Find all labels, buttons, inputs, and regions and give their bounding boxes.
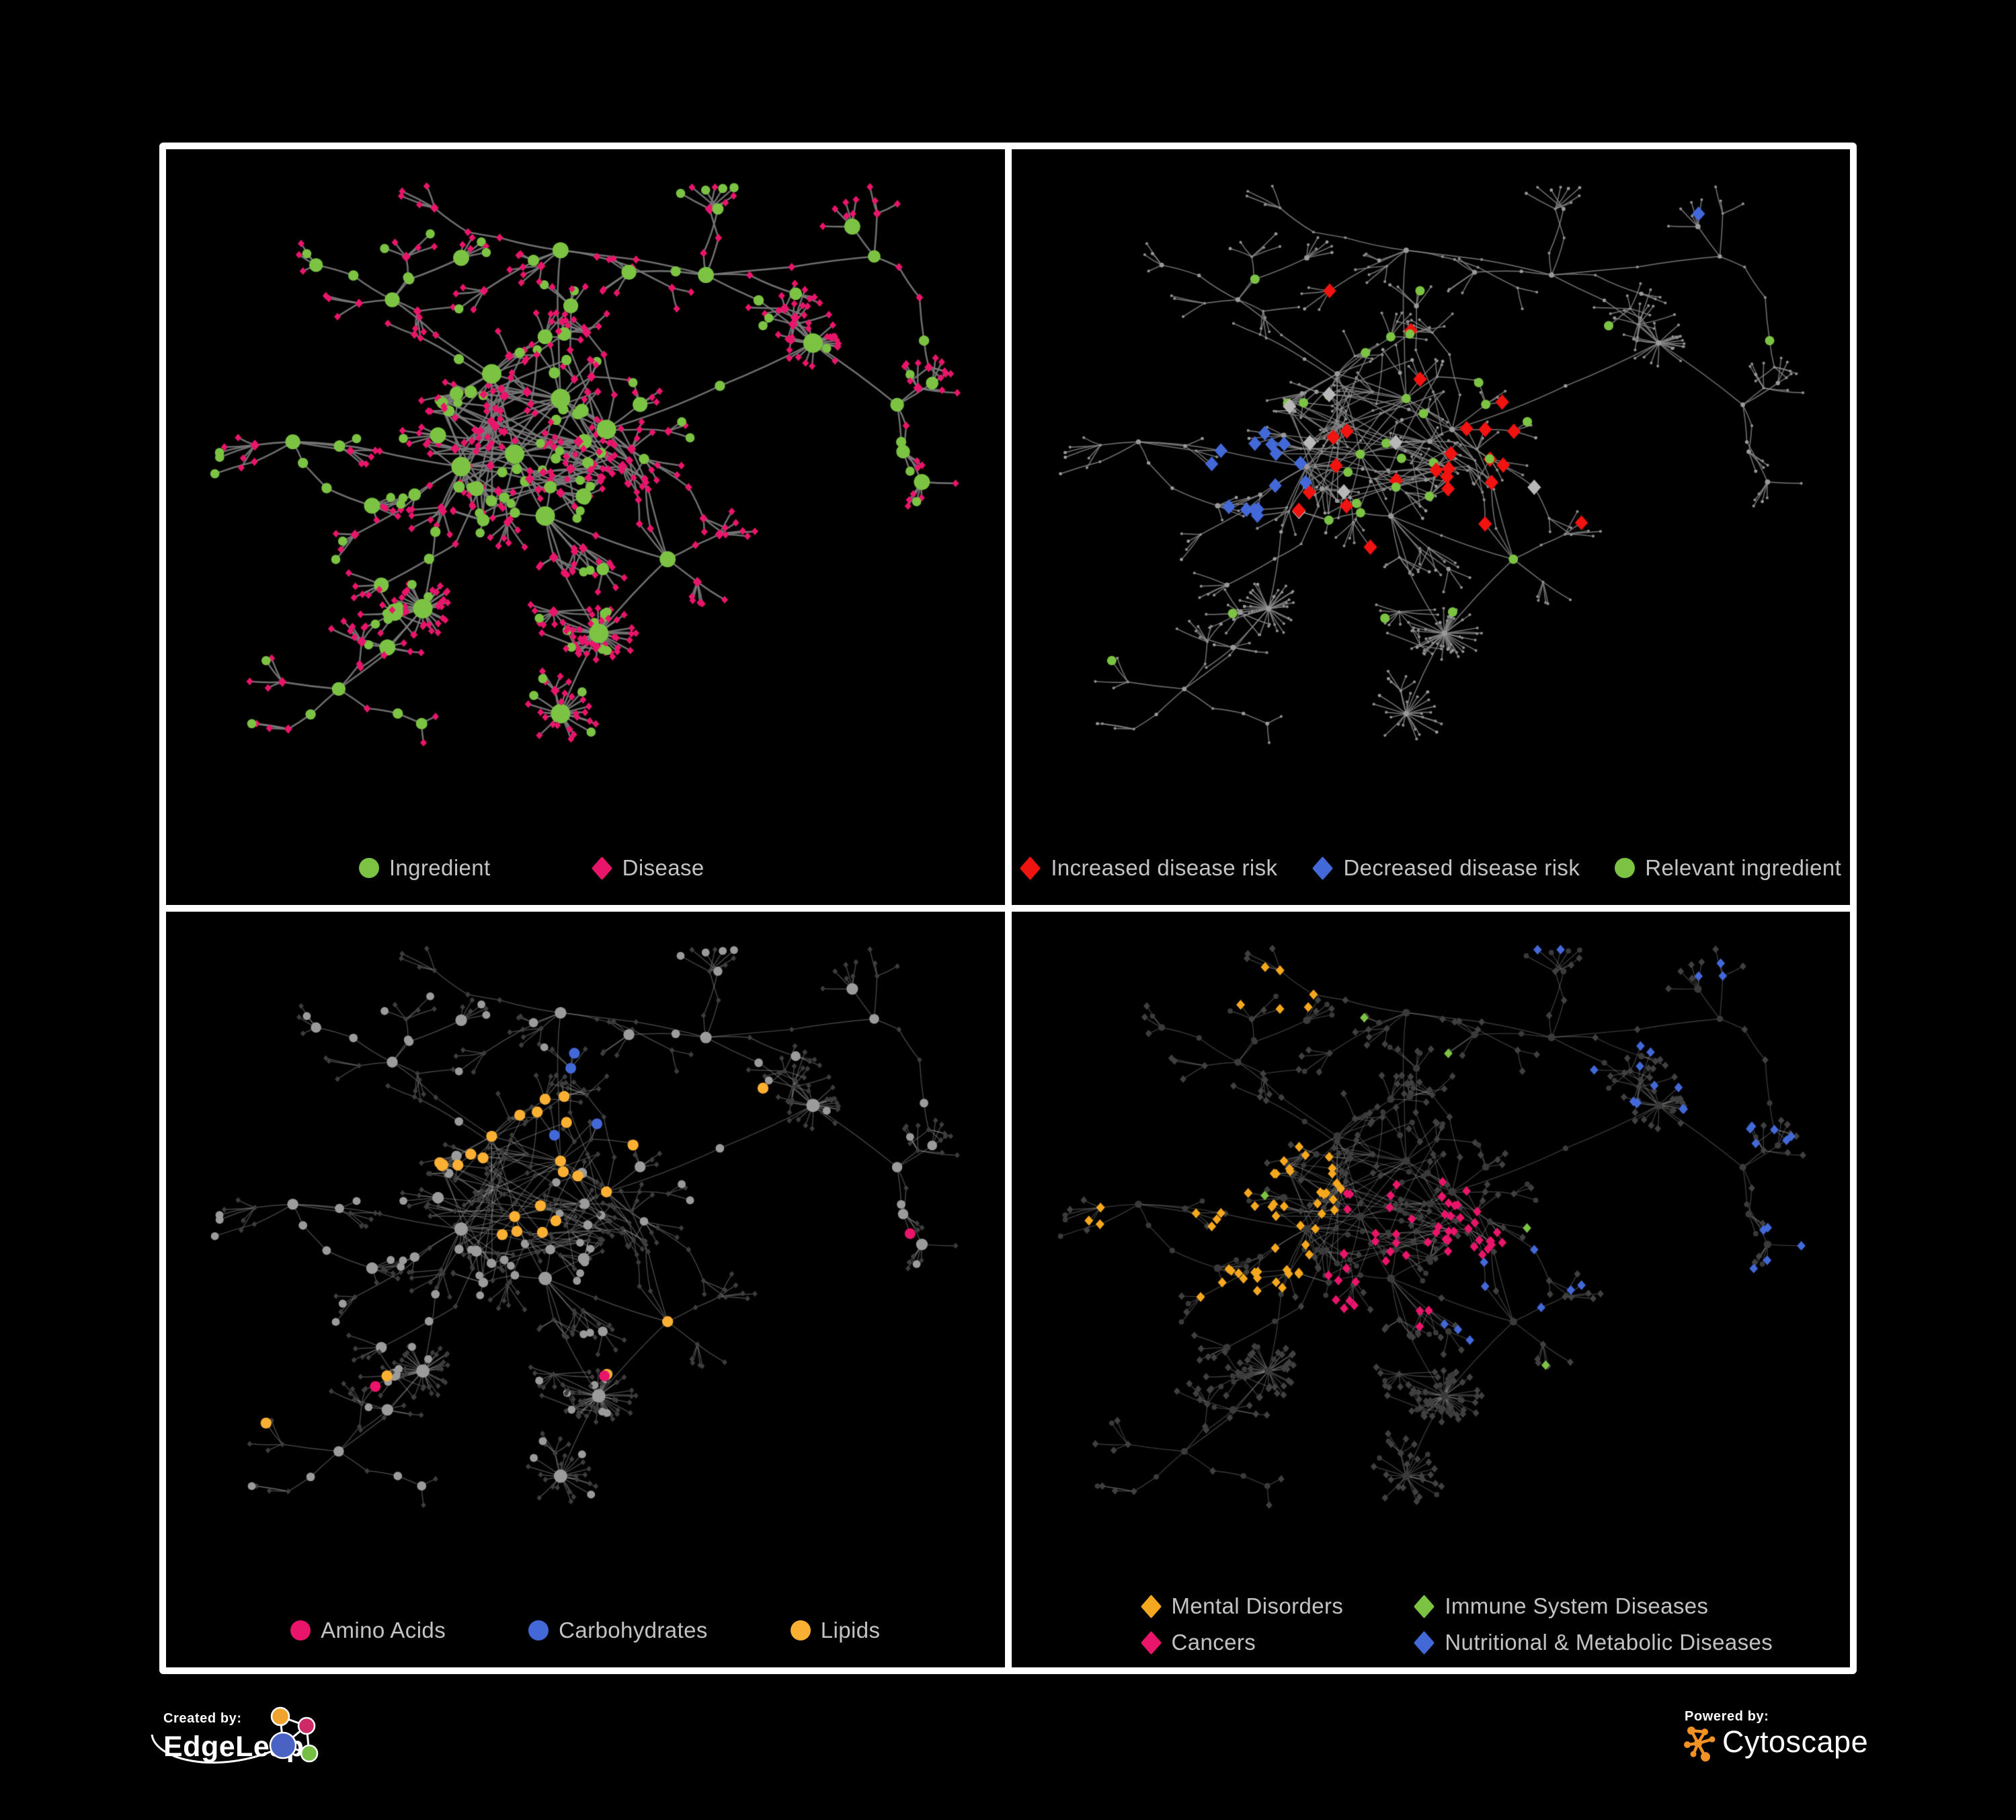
legend-label: Immune System Diseases (1445, 1593, 1709, 1618)
diamond-marker-icon (1312, 856, 1334, 880)
circle-marker-icon (528, 1620, 549, 1640)
circle-marker-icon (358, 858, 379, 878)
legend-label: Carbohydrates (559, 1618, 708, 1643)
panel-nutrient-classes: Amino Acids Carbohydrates Lipids (166, 912, 1005, 1667)
legend-label: Disease (622, 855, 704, 880)
legend-label: Nutritional & Metabolic Diseases (1445, 1630, 1773, 1655)
circle-marker-icon (290, 1620, 311, 1640)
network-canvas-ingredient-disease (166, 149, 1005, 905)
panel-ingredient-disease: Ingredient Disease (166, 149, 1005, 905)
cytoscape-wordmark: Cytoscape (1722, 1725, 1869, 1759)
legend-disease-classes: Mental Disorders Immune System Diseases Ca… (1012, 1593, 1851, 1655)
legend-nutrient-classes: Amino Acids Carbohydrates Lipids (166, 1618, 1005, 1643)
legend-label: Increased disease risk (1051, 855, 1278, 880)
diamond-marker-icon (1414, 1594, 1435, 1618)
powered-by-block: Powered by: (1685, 1709, 1769, 1725)
panel-disease-risk: Increased disease risk Decreased disease … (1011, 149, 1851, 905)
cytoscape-logo-icon (1684, 1727, 1716, 1762)
legend-label: Amino Acids (321, 1618, 446, 1643)
legend-label: Ingredient (389, 855, 491, 880)
diamond-marker-icon (591, 856, 612, 880)
legend-label: Decreased disease risk (1343, 855, 1580, 880)
diamond-marker-icon (1140, 1594, 1162, 1618)
panel-disease-classes: Mental Disorders Immune System Diseases Ca… (1011, 912, 1851, 1667)
created-by-block: Created by: (163, 1711, 242, 1727)
legend-label: Mental Disorders (1171, 1593, 1344, 1618)
legend-item-immune-system-diseases: Immune System Diseases (1414, 1593, 1773, 1619)
legend-ingredient-disease: Ingredient Disease (166, 855, 951, 881)
legend-label: Lipids (820, 1618, 881, 1643)
diamond-marker-icon (1414, 1630, 1435, 1655)
legend-item-carbohydrates: Carbohydrates (528, 1618, 708, 1643)
legend-item-decreased-disease-risk: Decreased disease risk (1312, 855, 1580, 881)
legend-item-lipids: Lipids (790, 1618, 881, 1643)
circle-marker-icon (790, 1620, 811, 1640)
legend-item-ingredient: Ingredient (358, 855, 491, 881)
legend-disease-risk: Increased disease risk Decreased disease … (1012, 855, 1851, 881)
legend-item-mental-disorders: Mental Disorders (1140, 1593, 1344, 1619)
legend-item-nutritional-metabolic-diseases: Nutritional & Metabolic Diseases (1414, 1630, 1773, 1655)
network-canvas-disease-classes (1011, 912, 1850, 1667)
legend-item-increased-disease-risk: Increased disease risk (1020, 855, 1277, 881)
legend-item-disease: Disease (591, 855, 704, 881)
circle-marker-icon (1615, 858, 1636, 878)
legend-item-relevant-ingredient: Relevant ingredient (1615, 855, 1841, 881)
diamond-marker-icon (1140, 1630, 1162, 1655)
panel-grid: Ingredient Disease Increased disease risk… (159, 143, 1857, 1674)
powered-by-label: Powered by: (1685, 1709, 1769, 1724)
network-canvas-disease-risk (1011, 149, 1850, 905)
legend-label: Relevant ingredient (1645, 855, 1842, 880)
diamond-marker-icon (1020, 856, 1041, 880)
legend-label: Cancers (1171, 1630, 1256, 1655)
created-by-label: Created by: (163, 1711, 242, 1726)
network-canvas-nutrient-classes (166, 912, 1005, 1667)
legend-item-cancers: Cancers (1140, 1630, 1344, 1655)
edgeleap-wordmark: EdgeLeap (163, 1731, 305, 1763)
legend-item-amino-acids: Amino Acids (290, 1618, 446, 1643)
